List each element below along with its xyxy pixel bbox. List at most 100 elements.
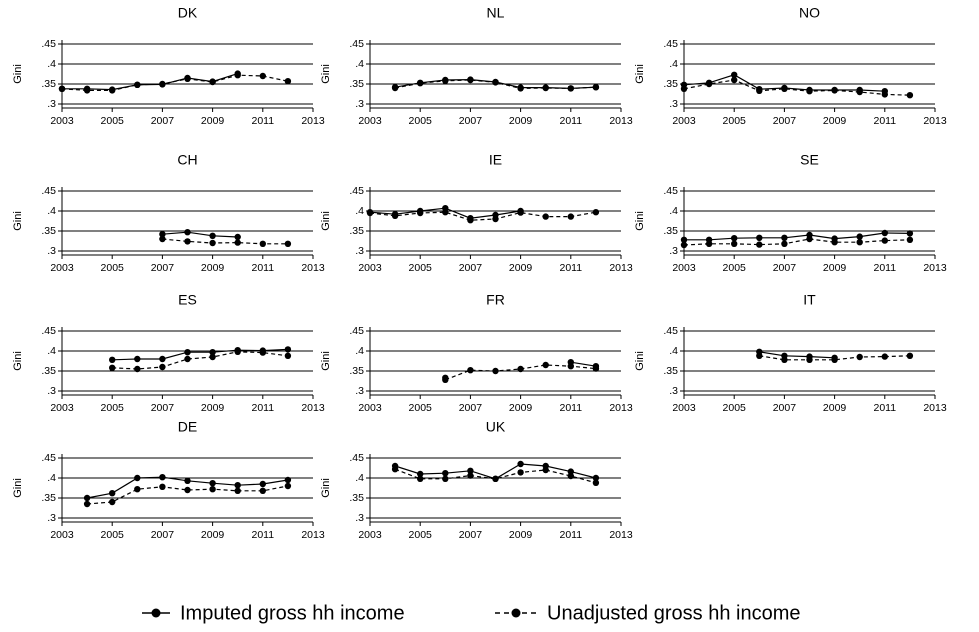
x-tick-label: 2003 [358, 402, 382, 414]
y-tick-label: .3 [47, 385, 56, 397]
data-point [58, 85, 66, 93]
data-point [592, 209, 600, 216]
panel: SE Gini .3 .35 .4 .45 2003 2005 2007 2009 2011 2013 [634, 152, 947, 274]
data-point [856, 239, 863, 246]
x-tick-label: 2011 [560, 402, 583, 414]
data-point [705, 80, 713, 88]
data-point [159, 231, 166, 238]
x-tick-label: 2005 [409, 262, 433, 274]
y-tick-label: .4 [355, 205, 364, 217]
data-point [756, 241, 763, 248]
data-point [756, 352, 763, 359]
data-point [906, 230, 914, 237]
data-point [209, 480, 216, 487]
y-tick-label: .3 [47, 512, 56, 524]
data-point [731, 240, 738, 247]
data-point [234, 348, 241, 355]
data-point [184, 229, 191, 236]
data-point [209, 232, 216, 239]
y-tick-label: .45 [349, 185, 364, 197]
y-tick-label: .4 [355, 345, 364, 357]
x-tick-label: 2011 [252, 115, 275, 127]
y-axis-label: Gini [12, 64, 24, 84]
data-point [856, 353, 863, 361]
y-tick-label: .35 [41, 78, 56, 90]
y-tick-label: .3 [355, 245, 364, 257]
x-tick-label: 2003 [50, 262, 74, 274]
panel: DE Gini .3 .35 .4 .45 2003 2005 2007 2009 2011 2013 [12, 419, 325, 541]
x-tick-label: 2003 [358, 262, 382, 274]
x-tick-label: 2007 [773, 115, 797, 127]
panel-title: DK [178, 5, 198, 21]
data-point [781, 356, 788, 363]
panel: NO Gini .3 .35 .4 .45 2003 2005 2007 2009 2011 2013 [634, 5, 947, 127]
data-point [592, 365, 600, 372]
data-point [184, 355, 191, 363]
x-tick-label: 2005 [409, 529, 433, 541]
y-axis-label: Gini [320, 64, 332, 84]
data-point [259, 240, 266, 247]
data-point [259, 349, 266, 356]
x-tick-label: 2013 [609, 262, 633, 274]
x-tick-label: 2005 [723, 402, 747, 414]
data-point [184, 486, 191, 494]
x-tick-label: 2009 [823, 262, 847, 274]
y-tick-label: .3 [355, 98, 364, 110]
data-point [881, 91, 888, 98]
data-point [284, 476, 292, 484]
y-tick-label: .3 [669, 98, 678, 110]
panel: NL Gini .3 .35 .4 .45 2003 2005 2007 2009 2011 2013 [320, 5, 633, 127]
legend: Imputed gross hh income Unadjusted gross … [142, 602, 800, 624]
data-point [680, 241, 688, 249]
panel-title: UK [486, 419, 506, 435]
x-tick-label: 2007 [151, 262, 175, 274]
data-point [906, 92, 914, 99]
y-tick-label: .4 [355, 472, 364, 484]
data-point [159, 483, 166, 490]
x-tick-label: 2009 [823, 115, 847, 127]
panel: FR Gini .3 .35 .4 .45 2003 2005 2007 2009 2011 2013 [320, 292, 633, 414]
panel-title: CH [177, 152, 197, 168]
data-point [442, 470, 449, 477]
data-point [284, 482, 292, 490]
y-tick-label: .35 [41, 365, 56, 377]
y-tick-label: .3 [47, 98, 56, 110]
panel: CH Gini .3 .35 .4 .45 2003 2005 2007 2009 2011 2013 [12, 152, 325, 274]
data-point [906, 352, 914, 359]
y-tick-label: .3 [47, 245, 56, 257]
y-tick-label: .35 [663, 225, 678, 237]
data-point [592, 479, 600, 486]
y-tick-label: .4 [47, 345, 56, 357]
data-point [731, 71, 738, 79]
x-tick-label: 2007 [151, 529, 175, 541]
data-point [517, 365, 524, 373]
x-tick-label: 2009 [509, 529, 533, 541]
y-tick-label: .45 [349, 325, 364, 337]
y-tick-label: .35 [663, 78, 678, 90]
y-tick-label: .4 [47, 205, 56, 217]
panel-title: DE [178, 419, 197, 435]
x-tick-label: 2005 [723, 115, 747, 127]
data-point [159, 363, 166, 371]
data-point [417, 475, 424, 482]
x-tick-label: 2007 [773, 262, 797, 274]
data-point [134, 355, 141, 363]
data-point [492, 367, 499, 375]
y-axis-label: Gini [12, 478, 24, 498]
data-point [284, 346, 292, 353]
data-point [781, 85, 788, 93]
x-tick-label: 2003 [672, 402, 696, 414]
data-point [517, 460, 524, 468]
y-axis-label: Gini [12, 211, 24, 231]
data-point [134, 474, 141, 482]
data-point [83, 500, 91, 508]
y-tick-label: .4 [669, 58, 678, 70]
data-point [417, 209, 424, 217]
x-tick-label: 2013 [301, 115, 325, 127]
data-point [881, 229, 888, 237]
legend-marker [511, 608, 521, 618]
x-tick-label: 2003 [672, 262, 696, 274]
x-tick-label: 2009 [201, 529, 225, 541]
